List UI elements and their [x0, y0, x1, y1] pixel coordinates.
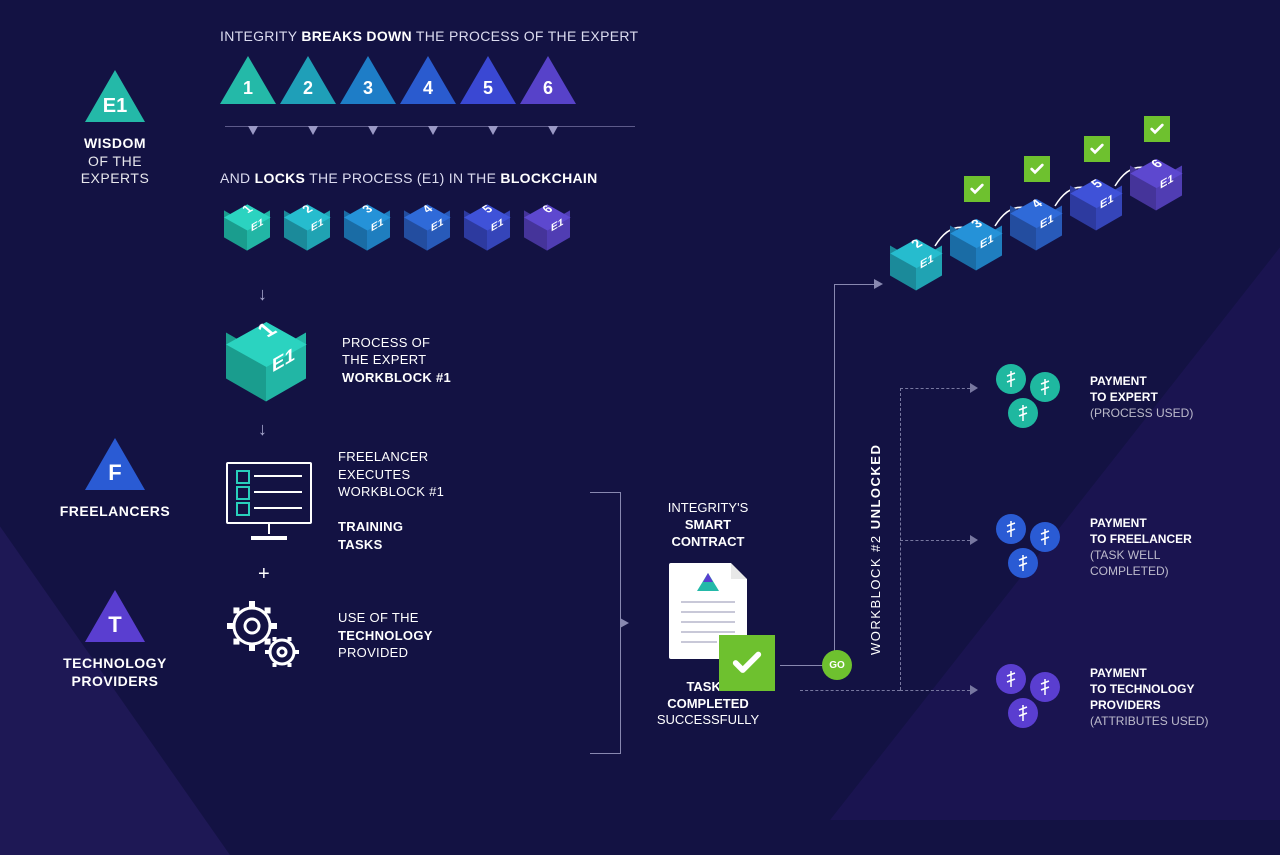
- check-icon: [1144, 116, 1170, 142]
- svg-text:3: 3: [363, 78, 373, 98]
- payment-tech: PAYMENTTO TECHNOLOGYPROVIDERS(ATTRIBUTES…: [988, 660, 1208, 734]
- tech-providers-group: T TECHNOLOGY PROVIDERS: [40, 590, 190, 690]
- dashed-line: [900, 690, 970, 691]
- svg-text:E1: E1: [103, 95, 127, 117]
- coin-icon: [1008, 548, 1038, 578]
- arrow-down-icon: ↓: [258, 284, 640, 305]
- coin-icon: [1008, 698, 1038, 728]
- coin-icon: [1008, 398, 1038, 428]
- coin-icon: [1030, 522, 1060, 552]
- process-triangle: 4: [400, 56, 456, 104]
- dashed-line: [900, 540, 970, 541]
- process-triangle: 3: [340, 56, 396, 104]
- svg-text:2: 2: [303, 78, 313, 98]
- svg-text:5: 5: [483, 78, 493, 98]
- main-flow: INTEGRITY BREAKS DOWN THE PROCESS OF THE…: [220, 28, 640, 674]
- coin-icon: [1030, 372, 1060, 402]
- cube: 4 E1: [404, 204, 459, 273]
- freelancers-group: F FREELANCERS: [40, 438, 190, 521]
- svg-text:6: 6: [543, 78, 553, 98]
- coin-icon: [996, 664, 1026, 694]
- technology-row: USE OF THETECHNOLOGYPROVIDED: [220, 596, 640, 674]
- coin-icon: [996, 364, 1026, 394]
- wisdom-title: WISDOM: [84, 135, 146, 151]
- plus-icon: +: [258, 563, 640, 586]
- coin-icon: [1030, 672, 1060, 702]
- dashed-line: [900, 388, 970, 389]
- cube-row: 1 E1 2 E1 3 E1 4 E1 5 E1 6 E1: [220, 198, 640, 268]
- t-triangle-icon: T: [85, 590, 145, 642]
- process-triangle: 6: [520, 56, 576, 104]
- go-badge: GO: [822, 650, 852, 680]
- gears-icon: [220, 596, 312, 674]
- dashed-line: [900, 388, 901, 690]
- line: [834, 284, 835, 666]
- smart-contract: INTEGRITY'SSMARTCONTRACT TASKSCOMPLETEDS…: [638, 500, 778, 729]
- svg-text:1: 1: [243, 78, 253, 98]
- heading-breaks: INTEGRITY BREAKS DOWN THE PROCESS OF THE…: [220, 28, 640, 44]
- check-icon: [1024, 156, 1050, 182]
- left-column: E1 WISDOMOF THEEXPERTS F FREELANCERS T T…: [40, 70, 190, 696]
- check-icon: [1084, 136, 1110, 162]
- big-cube: 1 E1: [226, 315, 316, 405]
- payment-expert: PAYMENTTO EXPERT(PROCESS USED): [988, 360, 1193, 434]
- check-badge-icon: [719, 635, 775, 691]
- unlock-label: WORKBLOCK #2 UNLOCKED: [856, 275, 876, 665]
- freelancers-title: FREELANCERS: [60, 503, 171, 519]
- dashed-line: [800, 690, 900, 691]
- process-triangle: 2: [280, 56, 336, 104]
- cube: 5 E1: [464, 204, 519, 273]
- heading-locks: AND LOCKS THE PROCESS (E1) IN THE BLOCKC…: [220, 170, 640, 186]
- svg-text:T: T: [108, 612, 122, 637]
- cube: 3 E1: [344, 204, 399, 273]
- arrow-right-icon: [970, 383, 978, 393]
- document-icon: [669, 563, 747, 659]
- process-triangle: 5: [460, 56, 516, 104]
- e1-triangle-icon: E1: [85, 70, 145, 122]
- svg-text:4: 4: [423, 78, 433, 98]
- svg-text:F: F: [108, 460, 121, 485]
- workblock-row: 1 E1 PROCESS OFTHE EXPERTWORKBLOCK #1: [226, 315, 640, 405]
- payment-freelancer: PAYMENTTO FREELANCER(TASK WELLCOMPLETED): [988, 510, 1192, 584]
- cube: 1 E1: [224, 204, 279, 273]
- bracket-arrows: [225, 126, 635, 156]
- monitor-icon: [226, 462, 312, 540]
- process-triangle: 1: [220, 56, 276, 104]
- arrow-right-icon: [970, 685, 978, 695]
- cube: 2 E1: [284, 204, 339, 273]
- freelancer-exec-row: FREELANCEREXECUTESWORKBLOCK #1TRAININGTA…: [226, 448, 640, 553]
- coin-icon: [996, 514, 1026, 544]
- arrow-right-icon: [970, 535, 978, 545]
- cube: 1 E1: [226, 321, 322, 441]
- triangle-row: 1 2 3 4 5 6: [220, 56, 640, 120]
- cube: 6 E1: [524, 204, 579, 273]
- tech-title-1: TECHNOLOGY: [63, 655, 167, 671]
- group-bracket: [590, 492, 621, 754]
- arrow-right-icon: [620, 618, 629, 628]
- f-triangle-icon: F: [85, 438, 145, 490]
- tech-title-2: PROVIDERS: [72, 673, 159, 689]
- check-icon: [964, 176, 990, 202]
- wisdom-group: E1 WISDOMOF THEEXPERTS: [40, 70, 190, 188]
- cube: 6 E1: [1130, 158, 1192, 236]
